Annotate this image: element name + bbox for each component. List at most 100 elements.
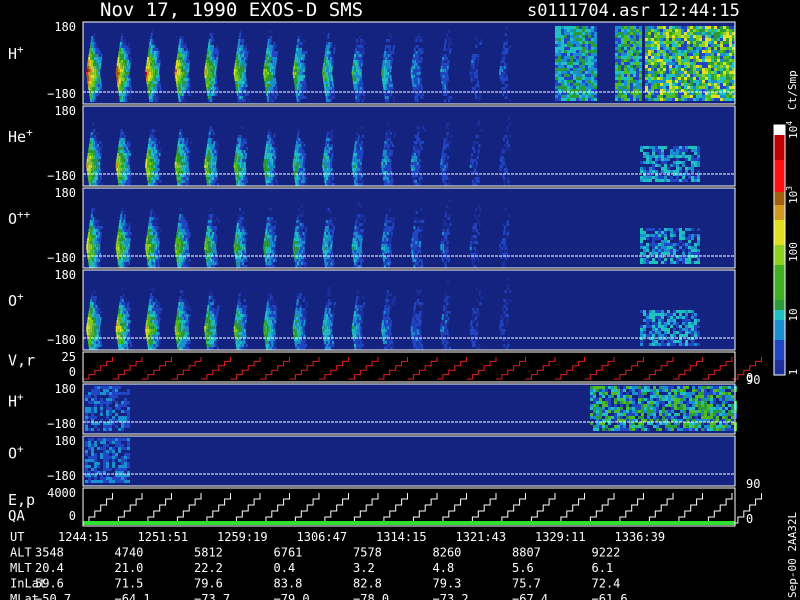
pixel [419, 51, 422, 54]
pixel [690, 86, 693, 89]
pixel [212, 229, 215, 232]
pixel [621, 47, 624, 50]
pixel [558, 47, 561, 50]
pixel [126, 48, 129, 51]
pixel [651, 35, 654, 38]
pixel [732, 89, 735, 92]
pixel [299, 78, 302, 81]
pixel [331, 84, 334, 87]
pixel [294, 84, 297, 87]
pixel [624, 98, 627, 101]
pixel [359, 84, 362, 87]
pixel [661, 152, 664, 155]
pixel [705, 41, 708, 44]
pixel [660, 68, 663, 71]
pixel [239, 33, 242, 36]
pixel [720, 59, 723, 62]
pixel [303, 75, 306, 78]
pixel [325, 156, 328, 159]
pixel [236, 223, 239, 226]
pixel [714, 77, 717, 80]
pixel [271, 87, 274, 90]
pixel [624, 26, 627, 29]
pixel [479, 42, 482, 45]
spectrogram-panel [83, 106, 735, 186]
pixel [267, 42, 270, 45]
pixel [241, 42, 244, 45]
pixel [445, 84, 448, 87]
pixel [210, 144, 213, 147]
pixel [127, 60, 130, 63]
pixel [242, 183, 245, 186]
pixel [127, 147, 130, 150]
pixel [666, 38, 669, 41]
pixel [91, 84, 94, 87]
pixel [624, 77, 627, 80]
pixel [558, 92, 561, 95]
pixel [561, 77, 564, 80]
pixel [499, 165, 502, 168]
pixel [358, 51, 361, 54]
pixel [183, 159, 186, 162]
pixel [687, 77, 690, 80]
pixel [154, 220, 157, 223]
pixel [151, 30, 154, 33]
pixel [268, 36, 271, 39]
pixel [180, 174, 183, 177]
pixel [645, 53, 648, 56]
pixel [119, 72, 122, 75]
pixel [442, 159, 445, 162]
pixel [449, 96, 452, 99]
pixel [675, 44, 678, 47]
pixel [186, 84, 189, 87]
pixel [179, 81, 182, 84]
pixel [96, 229, 99, 232]
pixel [97, 48, 100, 51]
pixel [148, 45, 151, 48]
pixel [244, 48, 247, 51]
pixel [245, 45, 248, 48]
pixel [240, 159, 243, 162]
pixel [296, 150, 299, 153]
pixel [669, 83, 672, 86]
pixel [576, 98, 579, 101]
pixel [268, 51, 271, 54]
pixel [684, 56, 687, 59]
pixel [413, 144, 416, 147]
pixel [323, 84, 326, 87]
pixel [124, 54, 127, 57]
pixel [502, 81, 505, 84]
pixel [271, 159, 274, 162]
pixel [296, 42, 299, 45]
pixel [558, 44, 561, 47]
pixel [122, 132, 125, 135]
pixel [127, 87, 130, 90]
pixel [588, 53, 591, 56]
pixel [444, 144, 447, 147]
pixel [675, 47, 678, 50]
pixel [633, 29, 636, 32]
pixel [445, 126, 448, 129]
pixel [295, 141, 298, 144]
pixel [266, 153, 269, 156]
pixel [681, 32, 684, 35]
pixel [91, 141, 94, 144]
pixel [648, 71, 651, 74]
pixel [326, 135, 329, 138]
pixel [153, 75, 156, 78]
pixel [505, 75, 508, 78]
pixel [615, 65, 618, 68]
pixel [418, 87, 421, 90]
pixel [240, 51, 243, 54]
pixel [92, 177, 95, 180]
pixel [183, 51, 186, 54]
pixel [120, 171, 123, 174]
pixel [88, 165, 91, 168]
pixel [579, 44, 582, 47]
pixel [503, 162, 506, 165]
pixel [567, 38, 570, 41]
pixel [213, 93, 216, 96]
pixel [269, 168, 272, 171]
pixel [618, 86, 621, 89]
pixel [708, 59, 711, 62]
